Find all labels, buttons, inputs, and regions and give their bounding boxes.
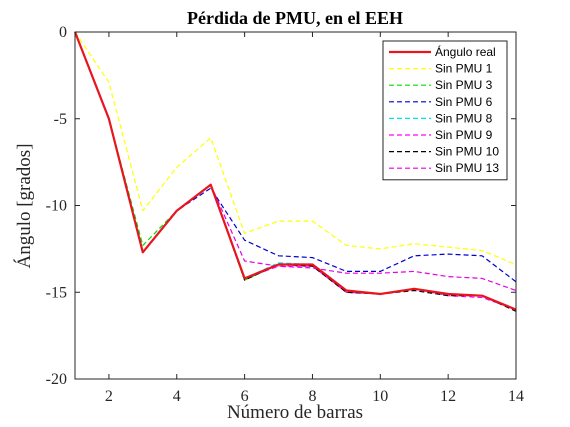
x-axis: 2 4 6 8 10 12 14 (105, 32, 524, 405)
y-tick-label: -10 (46, 198, 67, 215)
legend-entry-label: Sin PMU 13 (435, 161, 499, 175)
x-tick-label: 14 (508, 388, 524, 405)
legend-entry-label: Sin PMU 10 (435, 145, 499, 159)
y-tick-label: -15 (46, 284, 67, 301)
series-group (73, 31, 517, 312)
legend: Ángulo real Sin PMU 1 Sin PMU 3 Sin PMU 6 Si… (382, 40, 508, 181)
legend-entry-label: Sin PMU 9 (435, 128, 493, 142)
series-line-sin-pmu-13 (74, 31, 517, 292)
y-tick-label: -5 (54, 111, 67, 128)
y-axis-label: Ángulo [grados] (13, 143, 35, 268)
legend-entry-label: Sin PMU 3 (435, 78, 493, 92)
series-line-sin-pmu-9 (74, 31, 517, 311)
y-tick-label: -20 (46, 371, 67, 388)
series-line-sin-pmu-6 (74, 31, 517, 283)
legend-box (382, 40, 508, 181)
series-line-sin-pmu-1 (74, 31, 517, 266)
x-tick-label: 4 (173, 388, 181, 405)
x-tick-label: 10 (372, 388, 388, 405)
x-tick-label: 2 (105, 388, 113, 405)
y-axis: 0 -5 -10 -15 -20 (46, 24, 516, 388)
legend-entry-label: Sin PMU 8 (435, 111, 493, 125)
legend-entry-label: Sin PMU 6 (435, 95, 493, 109)
legend-entry-label: Ángulo real (435, 44, 496, 59)
x-axis-label: Número de barras (227, 402, 363, 423)
chart-title: Pérdida de PMU, en el EEH (187, 8, 403, 28)
x-tick-label: 6 (241, 388, 249, 405)
x-tick-label: 8 (308, 388, 316, 405)
y-tick-label: 0 (59, 24, 67, 41)
x-tick-label: 12 (440, 388, 456, 405)
series-line--ngulo-real (73, 31, 517, 311)
legend-entry-label: Sin PMU 1 (435, 62, 493, 76)
